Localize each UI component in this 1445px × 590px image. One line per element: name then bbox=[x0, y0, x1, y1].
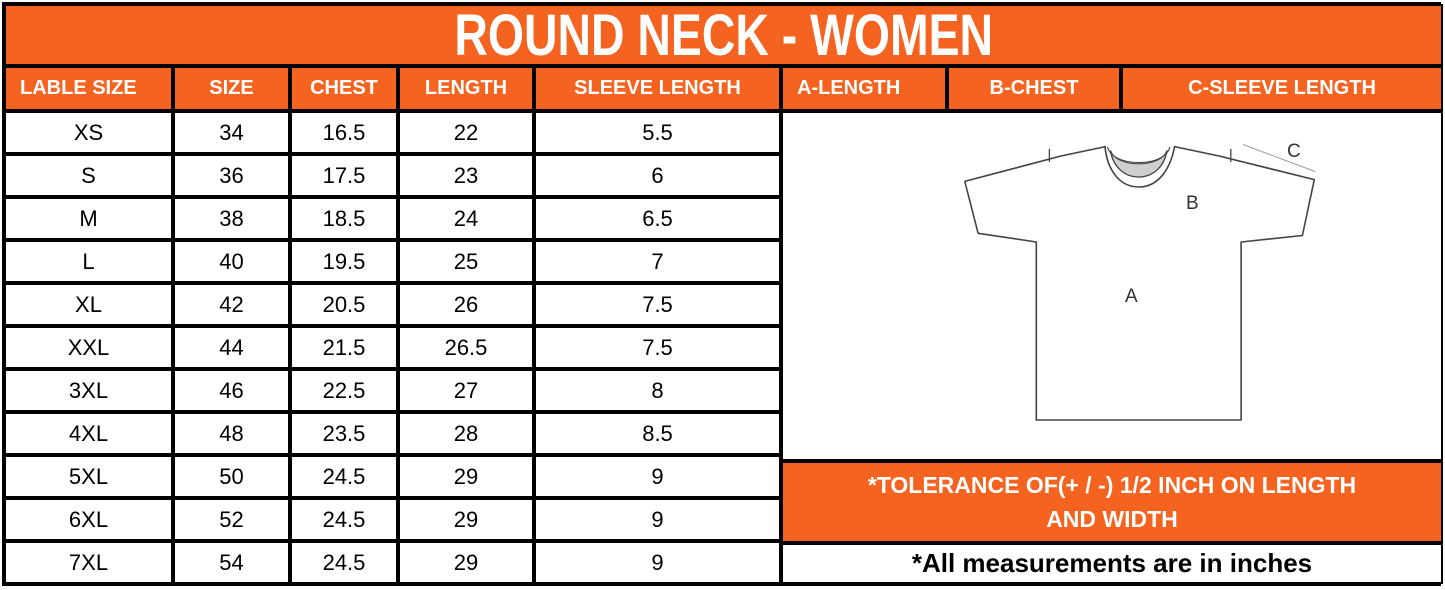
svg-text:C: C bbox=[1287, 141, 1301, 162]
svg-text:B: B bbox=[1186, 193, 1199, 214]
svg-text:A: A bbox=[1125, 286, 1138, 307]
